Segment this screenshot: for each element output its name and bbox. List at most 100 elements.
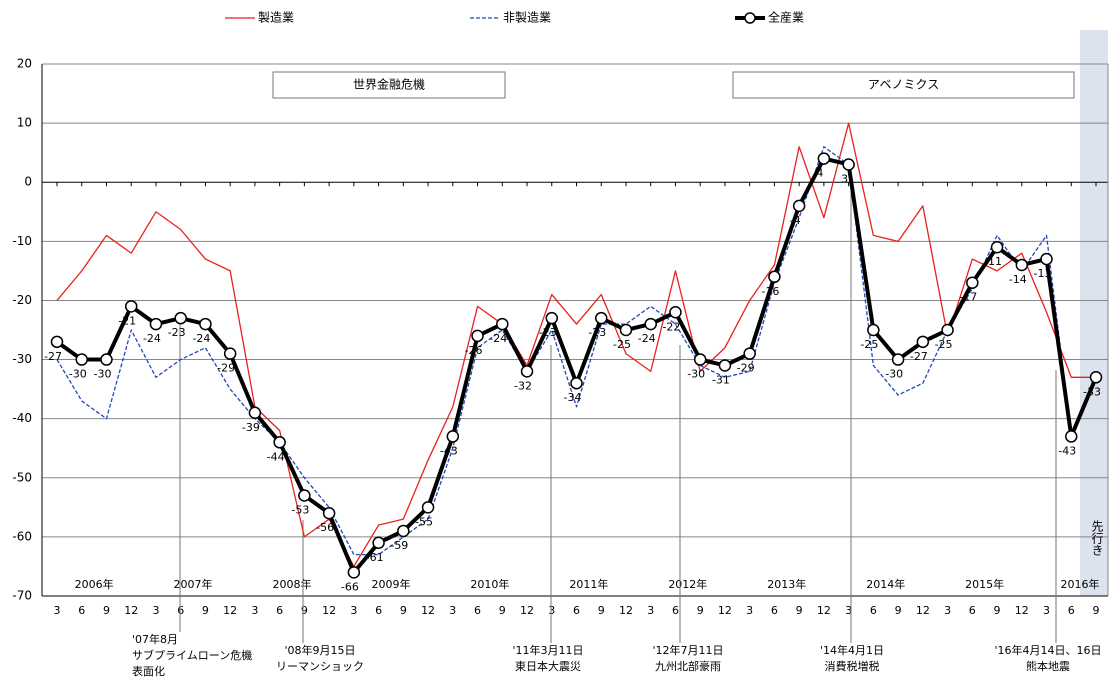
x-tick-label: 3 [647, 604, 654, 617]
marker [75, 353, 88, 366]
year-label: 2012年 [668, 577, 707, 591]
marker [619, 323, 633, 337]
y-tick-label: -10 [12, 234, 32, 248]
marker [248, 406, 262, 420]
data-label: -31 [712, 373, 730, 386]
data-label: -53 [291, 504, 309, 517]
y-tick-label: -60 [12, 529, 32, 543]
marker [496, 317, 509, 331]
x-tick-label: 12 [817, 604, 831, 617]
data-label: -24 [489, 332, 507, 345]
marker [124, 300, 138, 313]
marker [100, 353, 113, 366]
x-tick-label: 3 [746, 604, 753, 617]
x-tick-label: 12 [223, 604, 237, 617]
period-box [272, 71, 506, 99]
period-label: 世界金融危機 [353, 77, 425, 92]
x-tick-label: 12 [916, 604, 930, 617]
year-label: 2014年 [866, 577, 905, 591]
x-tick-label: 9 [697, 604, 704, 617]
x-tick-label: 6 [177, 604, 184, 617]
marker [149, 317, 163, 331]
data-label: -13 [1034, 267, 1052, 280]
event-label: サブプライムローン危機 [132, 648, 252, 662]
x-tick-label: 6 [870, 604, 877, 617]
data-label: -23 [588, 326, 606, 339]
marker [545, 311, 559, 325]
marker [520, 365, 534, 378]
event-label: 消費税増税 [825, 659, 880, 673]
x-tick-label: 12 [718, 604, 732, 617]
data-label: -21 [118, 314, 136, 327]
marker [471, 329, 484, 343]
data-label: -23 [539, 326, 557, 339]
data-label: -29 [737, 362, 755, 375]
period-label: アベノミクス [868, 78, 939, 92]
marker [817, 152, 831, 165]
marker [1065, 430, 1078, 443]
data-label: -22 [662, 320, 680, 333]
marker [693, 353, 707, 366]
data-label: -43 [440, 444, 458, 457]
event-label: '12年7月11日 [652, 643, 723, 657]
x-tick-label: 6 [672, 604, 679, 617]
event-label: 表面化 [132, 664, 165, 678]
marker [322, 506, 336, 520]
marker [768, 270, 781, 284]
x-tick-label: 6 [1068, 604, 1075, 617]
forecast-band [1080, 30, 1108, 596]
year-label: 2007年 [174, 577, 213, 591]
series-line [56, 122, 1096, 568]
series-line [55, 156, 1098, 575]
marker [223, 347, 237, 360]
data-label: -30 [93, 368, 111, 381]
data-label: 4 [816, 167, 823, 180]
event-label: リーマンショック [276, 660, 364, 673]
year-label: 2010年 [470, 577, 509, 591]
x-tick-label: 12 [124, 604, 138, 617]
x-tick-label: 12 [421, 604, 435, 617]
data-label: -27 [44, 350, 62, 363]
marker [718, 359, 732, 372]
x-tick-label: 9 [598, 604, 605, 617]
year-label: 2006年 [75, 577, 114, 591]
data-label: -43 [1058, 444, 1076, 457]
x-tick-label: 6 [573, 604, 580, 617]
x-tick-label: 9 [301, 604, 308, 617]
y-tick-label: -30 [12, 352, 32, 366]
y-tick-label: 20 [17, 57, 32, 71]
x-tick-label: 3 [54, 604, 61, 617]
x-tick-label: 9 [796, 604, 803, 617]
event-label: '07年8月 [132, 632, 178, 646]
marker [273, 436, 286, 449]
x-tick-label: 3 [251, 604, 258, 617]
x-tick-label: 3 [1043, 604, 1050, 617]
data-label: -25 [860, 338, 878, 351]
forecast-label: 先行き [1090, 520, 1104, 556]
data-label: -25 [935, 338, 953, 351]
marker [990, 240, 1004, 254]
marker [421, 501, 435, 514]
event-label: '11年3月11日 [512, 643, 583, 657]
x-tick-label: 9 [994, 604, 1001, 617]
x-tick-label: 9 [499, 604, 506, 617]
data-label: -25 [613, 338, 631, 351]
data-label: -11 [984, 255, 1002, 268]
x-tick-label: 12 [619, 604, 633, 617]
event-label: 九州北部豪雨 [655, 659, 721, 673]
data-label: -61 [366, 551, 384, 564]
marker [669, 306, 682, 319]
year-label: 2013年 [767, 577, 806, 591]
x-tick-label: 6 [78, 604, 85, 617]
data-label: -26 [465, 344, 483, 357]
period-box [732, 71, 1075, 99]
data-label: -55 [415, 515, 433, 528]
marker [174, 311, 187, 325]
marker [867, 323, 880, 337]
x-tick-label: 9 [400, 604, 407, 617]
x-tick-label: 12 [1015, 604, 1029, 617]
data-label: -24 [143, 332, 161, 345]
y-tick-label: -40 [12, 411, 32, 425]
x-tick-label: 3 [350, 604, 357, 617]
marker [1040, 252, 1053, 266]
